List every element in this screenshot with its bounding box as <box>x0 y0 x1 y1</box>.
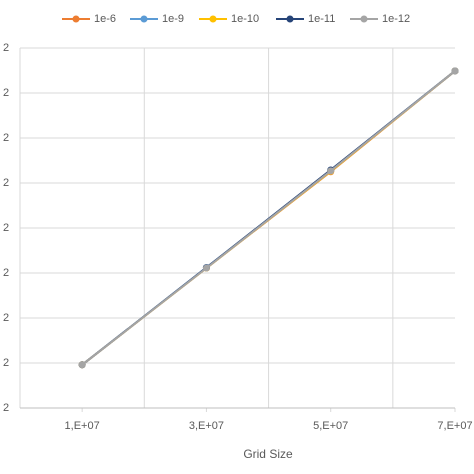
y-tick-label: 2 <box>3 267 9 279</box>
x-tick-label: 3,E+07 <box>189 420 224 432</box>
y-tick-label: 2 <box>3 42 9 54</box>
legend-label: 1e-6 <box>94 13 116 25</box>
point <box>327 167 335 175</box>
x-axis-title: Grid Size <box>243 447 293 461</box>
x-tick-label: 7,E+07 <box>437 420 472 432</box>
legend-swatch <box>360 15 368 23</box>
point <box>78 361 86 369</box>
y-tick-label: 2 <box>3 87 9 99</box>
y-tick-label: 2 <box>3 402 9 414</box>
y-tick-label: 2 <box>3 357 9 369</box>
legend-swatch <box>72 15 80 23</box>
legend-swatch <box>209 15 217 23</box>
legend-swatch <box>286 15 294 23</box>
series-line <box>81 70 456 366</box>
y-tick-label: 2 <box>3 312 9 324</box>
y-tick-label: 2 <box>3 177 9 189</box>
y-tick-label: 2 <box>3 222 9 234</box>
legend-label: 1e-12 <box>382 13 410 25</box>
x-tick-label: 1,E+07 <box>65 420 100 432</box>
legend-label: 1e-9 <box>162 13 184 25</box>
legend-swatch <box>140 15 148 23</box>
x-tick-label: 5,E+07 <box>313 420 348 432</box>
legend-label: 1e-10 <box>231 13 259 25</box>
point <box>202 264 210 272</box>
point <box>451 67 459 75</box>
legend-label: 1e-11 <box>308 13 335 25</box>
y-tick-label: 2 <box>3 132 9 144</box>
